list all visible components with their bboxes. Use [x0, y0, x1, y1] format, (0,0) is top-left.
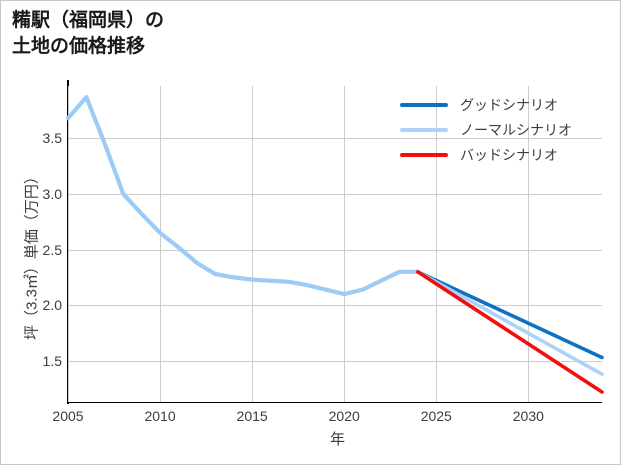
x-axis-title: 年: [329, 431, 345, 448]
gridline-horizontal: [68, 138, 602, 140]
legend-item-normal[interactable]: ノーマルシナリオ: [400, 117, 615, 142]
legend-item-good[interactable]: グッドシナリオ: [400, 92, 615, 117]
y-tick-label: 3.5: [42, 130, 62, 147]
gridline-horizontal: [68, 249, 602, 251]
data-series-layer: [65, 95, 604, 394]
gridline-vertical: [252, 86, 254, 402]
x-tick-label: 2020: [328, 408, 360, 424]
series-line: [416, 270, 604, 360]
y-axis-ticklabels: 1.5 2.0 2.5 3.0 3.5: [22, 86, 62, 402]
gridline-horizontal: [68, 193, 602, 195]
legend-label-normal: ノーマルシナリオ: [460, 121, 572, 138]
gridline-horizontal: [68, 305, 602, 307]
y-axis-title: 坪（3.3㎡）単価（万円）: [23, 169, 41, 340]
gridline-horizontal: [68, 360, 602, 362]
x-axis-ticklabels: 2005 2010 2015 2020 2025 2030: [52, 408, 602, 430]
series-line: [416, 270, 604, 394]
gridline-vertical: [344, 86, 346, 402]
x-tick-label: 2030: [512, 408, 544, 424]
page-title: 糒駅（福岡県）の 土地の価格推移: [12, 10, 165, 57]
y-tick-label: 2.0: [42, 297, 62, 314]
series-line: [416, 270, 604, 376]
gridline-vertical: [68, 86, 69, 402]
gridline-vertical: [528, 86, 530, 402]
x-tick-label: 2005: [52, 408, 84, 424]
gridline-vertical: [436, 86, 438, 402]
gridline-vertical: [160, 86, 162, 402]
legend-label-bad: バッドシナリオ: [460, 146, 558, 163]
x-tick-label: 2015: [236, 408, 268, 424]
chart-legend: グッドシナリオ ノーマルシナリオ バッドシナリオ: [400, 92, 615, 167]
legend-label-good: グッドシナリオ: [460, 96, 558, 113]
plot-area: [65, 86, 604, 402]
x-tick-label: 2010: [144, 408, 176, 424]
x-tick-label: 2025: [420, 408, 452, 424]
legend-swatch-bad: [400, 152, 448, 157]
legend-item-bad[interactable]: バッドシナリオ: [400, 142, 615, 167]
legend-swatch-normal: [400, 127, 448, 132]
series-line: [65, 95, 420, 297]
x-axis-spine: [67, 401, 602, 403]
y-tick-label: 2.5: [42, 241, 62, 258]
y-tick-label: 1.5: [42, 352, 62, 369]
y-tick-label: 3.0: [42, 185, 62, 202]
legend-swatch-good: [400, 102, 448, 107]
